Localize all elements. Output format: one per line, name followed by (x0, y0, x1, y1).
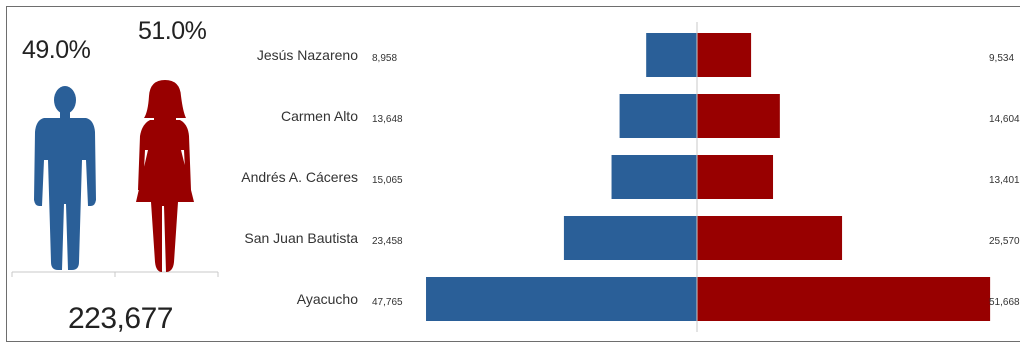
male-value-label: 13,648 (372, 114, 403, 125)
male-value-label: 15,065 (372, 175, 403, 186)
female-value-label: 14,604 (989, 114, 1020, 125)
pyramid-plot-area: Jesús Nazareno 8,958 9,534 Carmen Alto 13,64… (241, 22, 1020, 332)
category-label: Andrés A. Cáceres (241, 169, 358, 185)
male-value-label: 47,765 (372, 297, 403, 308)
female-value-label: 13,401 (989, 175, 1020, 186)
chart-frame (6, 6, 1020, 342)
female-percentage: 51.0% (138, 17, 207, 45)
category-label: Ayacucho (297, 291, 358, 307)
male-bar (563, 216, 697, 260)
category-label: Jesús Nazareno (257, 47, 358, 63)
category-label: Carmen Alto (281, 108, 358, 124)
total-population: 223,677 (68, 302, 173, 335)
female-bar (697, 277, 991, 321)
male-bar (426, 277, 697, 321)
male-value-label: 8,958 (372, 53, 397, 64)
female-value-label: 25,570 (989, 236, 1020, 247)
female-value-label: 51,668 (989, 297, 1020, 308)
female-bar (697, 155, 774, 199)
male-bar (619, 94, 697, 138)
male-value-label: 23,458 (372, 236, 403, 247)
female-bar (697, 216, 843, 260)
category-label: San Juan Bautista (244, 230, 358, 246)
male-bar (646, 33, 697, 77)
male-bar (611, 155, 697, 199)
male-silhouette-icon (34, 86, 96, 270)
male-percentage: 49.0% (22, 36, 91, 64)
female-value-label: 9,534 (989, 53, 1014, 64)
female-bar (697, 94, 780, 138)
female-silhouette-icon (136, 80, 194, 272)
female-bar (697, 33, 752, 77)
